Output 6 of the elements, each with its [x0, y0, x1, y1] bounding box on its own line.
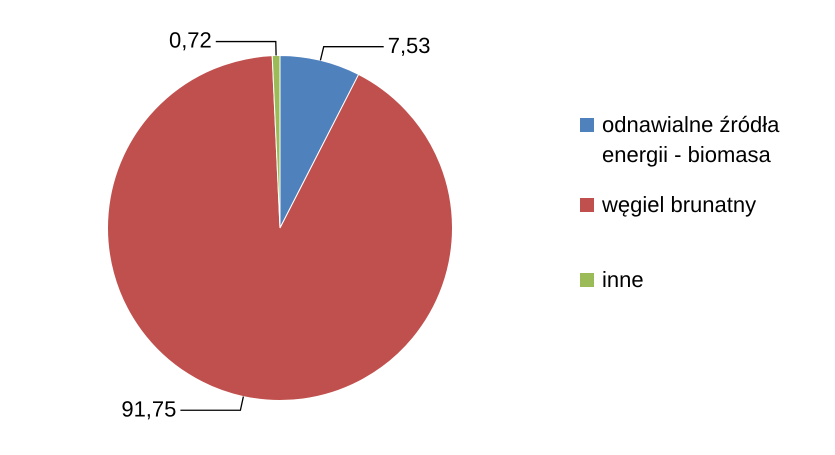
- data-label: 91,75: [121, 396, 176, 422]
- legend-label: odnawialne źródła energii - biomasa: [602, 111, 780, 169]
- data-label: 7,53: [388, 32, 431, 58]
- data-label: 0,72: [168, 28, 212, 53]
- legend-label: węgiel brunatny: [602, 191, 756, 219]
- legend-label: inne: [602, 266, 644, 294]
